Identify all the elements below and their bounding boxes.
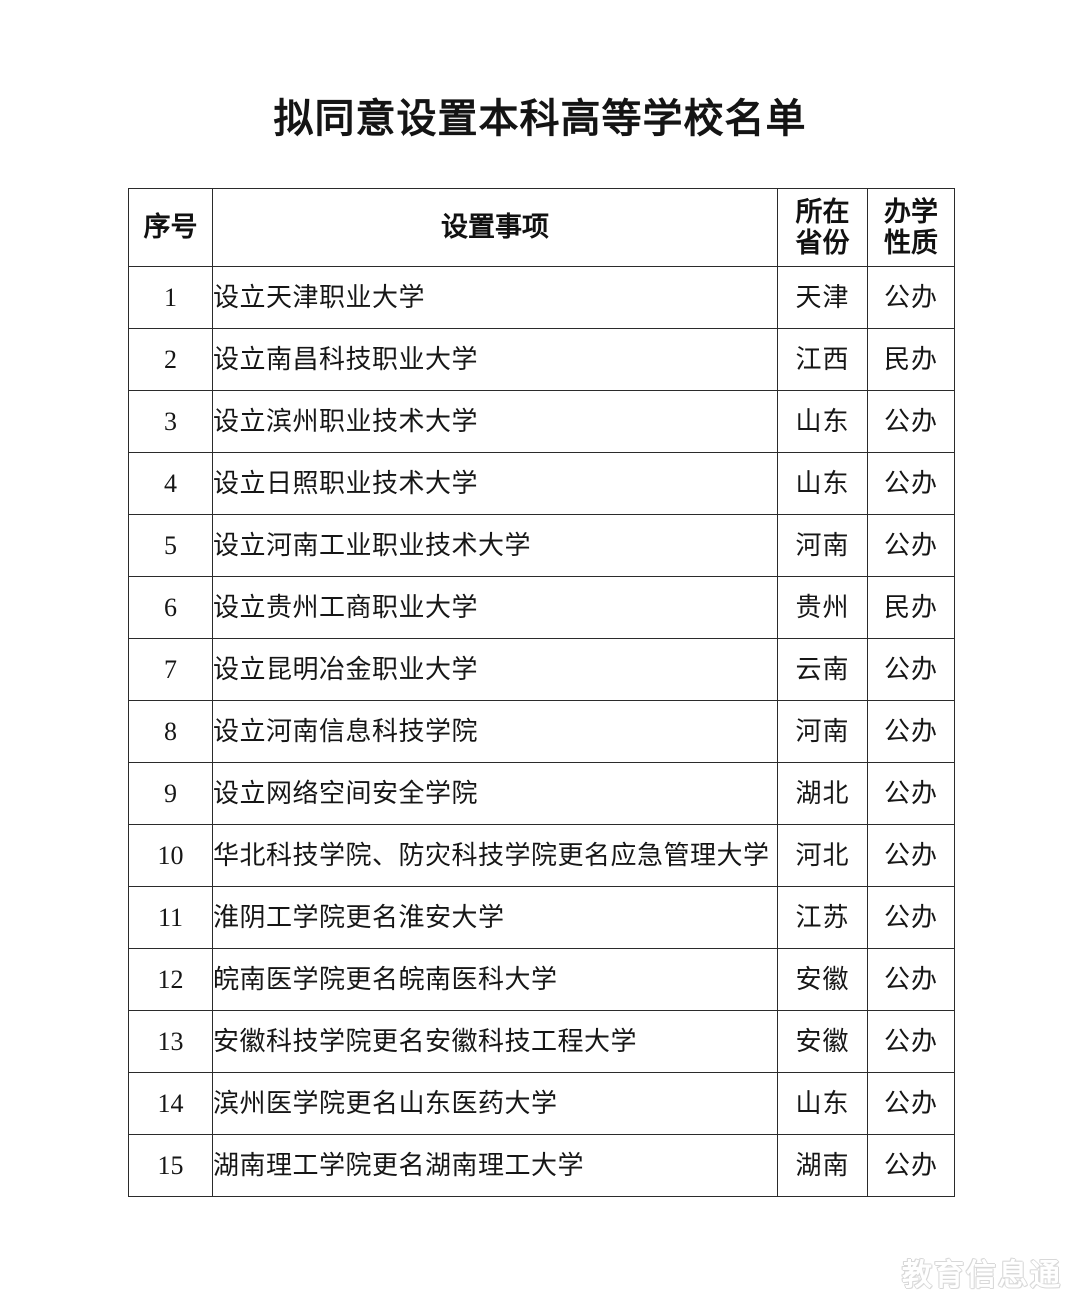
cell-nature: 公办 [867, 452, 955, 515]
table-container: 序号 设置事项 所在 省份 办学 性质 1 设立天津职业大学 天津 公办 2 设立南昌科技… [128, 188, 955, 1197]
table-row: 14 滨州医学院更名山东医药大学 山东 公办 [128, 1072, 955, 1135]
cell-nature: 公办 [867, 1010, 955, 1073]
cell-province: 山东 [777, 1072, 868, 1135]
cell-province: 安徽 [777, 1010, 868, 1073]
watermark: 教育信息通 [902, 1259, 1062, 1292]
table-row: 2 设立南昌科技职业大学 江西 民办 [128, 328, 955, 391]
cell-item: 滨州医学院更名山东医药大学 [212, 1072, 778, 1135]
column-header-index: 序号 [128, 188, 213, 267]
table-body: 1 设立天津职业大学 天津 公办 2 设立南昌科技职业大学 江西 民办 3 设立滨州职业技术大学山… [128, 266, 955, 1197]
cell-index: 3 [128, 390, 213, 453]
cell-item: 皖南医学院更名皖南医科大学 [212, 948, 778, 1011]
cell-nature: 公办 [867, 266, 955, 329]
table-row: 7 设立昆明冶金职业大学 云南 公办 [128, 638, 955, 701]
cell-index: 14 [128, 1072, 213, 1135]
cell-province: 安徽 [777, 948, 868, 1011]
cell-index: 15 [128, 1134, 213, 1197]
cell-item: 设立南昌科技职业大学 [212, 328, 778, 391]
table-row: 13 安徽科技学院更名安徽科技工程大学 安徽 公办 [128, 1010, 955, 1073]
cell-province: 湖北 [777, 762, 868, 825]
table-row: 8 设立河南信息科技学院 河南 公办 [128, 700, 955, 763]
cell-province: 江西 [777, 328, 868, 391]
cell-item: 设立河南信息科技学院 [212, 700, 778, 763]
cell-index: 1 [128, 266, 213, 329]
table-header-row: 序号 设置事项 所在 省份 办学 性质 [128, 188, 955, 267]
table-row: 11 淮阴工学院更名淮安大学 江苏 公办 [128, 886, 955, 949]
cell-nature: 公办 [867, 390, 955, 453]
cell-index: 12 [128, 948, 213, 1011]
column-header-province: 所在 省份 [777, 188, 868, 267]
cell-nature: 公办 [867, 762, 955, 825]
cell-item: 华北科技学院、防灾科技学院更名应急管理大学 [212, 824, 778, 887]
cell-nature: 公办 [867, 638, 955, 701]
cell-item: 设立贵州工商职业大学 [212, 576, 778, 639]
table-row: 1 设立天津职业大学 天津 公办 [128, 266, 955, 329]
column-header-nature-label: 办学 性质 [884, 197, 938, 258]
column-header-index-label: 序号 [143, 212, 198, 243]
cell-province: 河北 [777, 824, 868, 887]
table-row: 9 设立网络空间安全学院 湖北 公办 [128, 762, 955, 825]
table-row: 4 设立日照职业技术大学 山东 公办 [128, 452, 955, 515]
cell-nature: 公办 [867, 514, 955, 577]
column-header-nature: 办学 性质 [867, 188, 955, 267]
cell-item: 设立昆明冶金职业大学 [212, 638, 778, 701]
cell-index: 13 [128, 1010, 213, 1073]
cell-province: 山东 [777, 452, 868, 515]
table-row: 12 皖南医学院更名皖南医科大学 安徽 公办 [128, 948, 955, 1011]
cell-index: 10 [128, 824, 213, 887]
cell-nature: 公办 [867, 824, 955, 887]
cell-province: 山东 [777, 390, 868, 453]
cell-nature: 公办 [867, 1134, 955, 1197]
cell-item: 湖南理工学院更名湖南理工大学 [212, 1134, 778, 1197]
table-row: 10 华北科技学院、防灾科技学院更名应急管理大学 河北 公办 [128, 824, 955, 887]
table-row: 3 设立滨州职业技术大学 山东 公办 [128, 390, 955, 453]
cell-nature: 民办 [867, 576, 955, 639]
cell-province: 江苏 [777, 886, 868, 949]
cell-item: 设立日照职业技术大学 [212, 452, 778, 515]
cell-item: 淮阴工学院更名淮安大学 [212, 886, 778, 949]
table-header: 序号 设置事项 所在 省份 办学 性质 [128, 188, 955, 267]
cell-nature: 公办 [867, 948, 955, 1011]
cell-item: 设立网络空间安全学院 [212, 762, 778, 825]
cell-nature: 公办 [867, 1072, 955, 1135]
approved-universities-table: 序号 设置事项 所在 省份 办学 性质 1 设立天津职业大学 天津 公办 2 设立南昌科技… [128, 188, 955, 1197]
cell-index: 6 [128, 576, 213, 639]
page-title: 拟同意设置本科高等学校名单 [273, 96, 807, 141]
cell-index: 7 [128, 638, 213, 701]
column-header-item-label: 设置事项 [441, 212, 549, 243]
cell-index: 11 [128, 886, 213, 949]
cell-index: 5 [128, 514, 213, 577]
cell-province: 湖南 [777, 1134, 868, 1197]
cell-index: 4 [128, 452, 213, 515]
cell-item: 设立天津职业大学 [212, 266, 778, 329]
cell-nature: 公办 [867, 700, 955, 763]
cell-nature: 公办 [867, 886, 955, 949]
cell-item: 安徽科技学院更名安徽科技工程大学 [212, 1010, 778, 1073]
cell-province: 云南 [777, 638, 868, 701]
cell-nature: 民办 [867, 328, 955, 391]
table-row: 15 湖南理工学院更名湖南理工大学 湖南 公办 [128, 1134, 955, 1197]
table-row: 6 设立贵州工商职业大学 贵州 民办 [128, 576, 955, 639]
column-header-province-label: 所在 省份 [795, 197, 850, 258]
cell-item: 设立滨州职业技术大学 [212, 390, 778, 453]
cell-province: 天津 [777, 266, 868, 329]
cell-province: 河南 [777, 700, 868, 763]
cell-item: 设立河南工业职业技术大学 [212, 514, 778, 577]
cell-province: 河南 [777, 514, 868, 577]
table-row: 5 设立河南工业职业技术大学 河南 公办 [128, 514, 955, 577]
cell-index: 8 [128, 700, 213, 763]
cell-province: 贵州 [777, 576, 868, 639]
column-header-item: 设置事项 [212, 188, 778, 267]
cell-index: 2 [128, 328, 213, 391]
cell-index: 9 [128, 762, 213, 825]
